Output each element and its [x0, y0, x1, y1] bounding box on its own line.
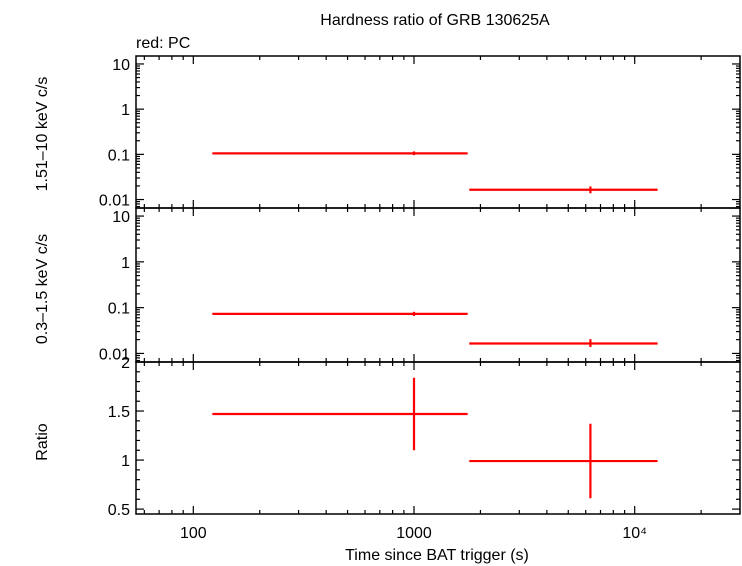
x-tick-label: 1000: [396, 525, 432, 542]
panel-ratio: 2 1.5 1 0.5 Ratio: [34, 355, 741, 519]
y-tick-label: 0.5: [108, 502, 130, 519]
y-tick-label: 1.5: [108, 404, 130, 421]
y-axis-label: 0.3–1.5 keV c/s: [34, 234, 51, 344]
x-tick-label: 100: [180, 525, 207, 542]
chart-annotation: red: PC: [136, 35, 190, 52]
x-tick-label: 10⁴: [622, 525, 647, 542]
panel-frame: [135, 55, 741, 209]
panel-hard: 10 1 0.1 0.01 1.51–10 keV c/s: [34, 55, 741, 210]
data-point: [469, 423, 658, 499]
panel-soft: 10 1 0.1 0.01 0.3–1.5 keV c/s: [34, 207, 741, 363]
y-tick-label: 10: [112, 57, 130, 74]
data-point: [212, 311, 468, 316]
panel-frame: [135, 361, 741, 515]
y-tick-label: 0.1: [108, 147, 130, 164]
y-tick-label: 10: [112, 209, 130, 226]
data-point: [469, 339, 658, 348]
x-axis-label: Time since BAT trigger (s): [345, 547, 529, 564]
y-axis-label: 1.51–10 keV c/s: [34, 77, 51, 192]
y-tick-label: 1: [121, 102, 130, 119]
y-tick-label: 0.01: [99, 346, 130, 363]
y-axis-label: Ratio: [34, 423, 51, 460]
chart-title: Hardness ratio of GRB 130625A: [320, 12, 550, 29]
y-tick-label: 1: [121, 255, 130, 272]
y-tick-label: 0.01: [99, 193, 130, 210]
y-tick-label: 2: [121, 355, 130, 372]
data-point: [212, 151, 468, 156]
panel-frame: [135, 207, 741, 363]
data-point: [469, 186, 658, 194]
y-tick-label: 1: [121, 453, 130, 470]
data-point: [212, 377, 468, 451]
y-tick-label: 0.1: [108, 301, 130, 318]
panels-group: 10 1 0.1 0.01 1.51–10 keV c/s 10 1 0.1 0.01 0.3–1…: [34, 55, 741, 542]
